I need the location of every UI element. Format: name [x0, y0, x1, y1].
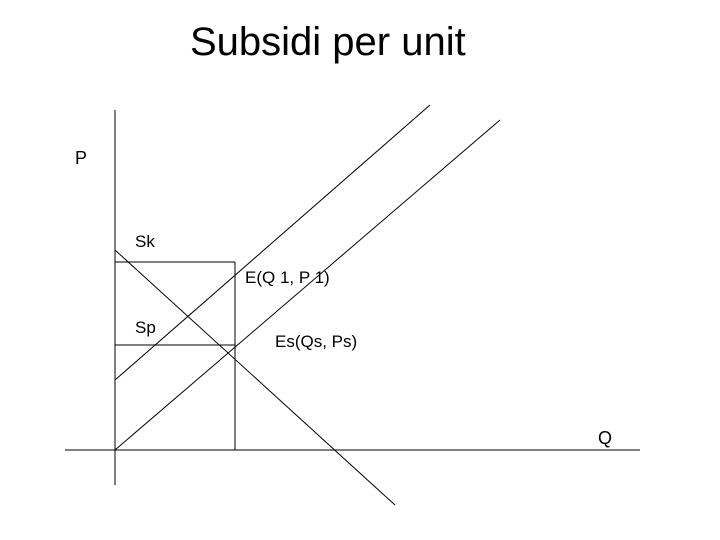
economics-diagram	[0, 0, 720, 540]
demand-line	[115, 250, 395, 505]
axis-label-p: P	[75, 148, 87, 169]
supply-line-1	[115, 105, 430, 380]
axis-label-q: Q	[598, 428, 612, 449]
label-sk: Sk	[135, 232, 155, 252]
label-es: Es(Qs, Ps)	[275, 332, 357, 352]
label-sp: Sp	[135, 318, 156, 338]
label-e: E(Q 1, P 1)	[245, 268, 330, 288]
